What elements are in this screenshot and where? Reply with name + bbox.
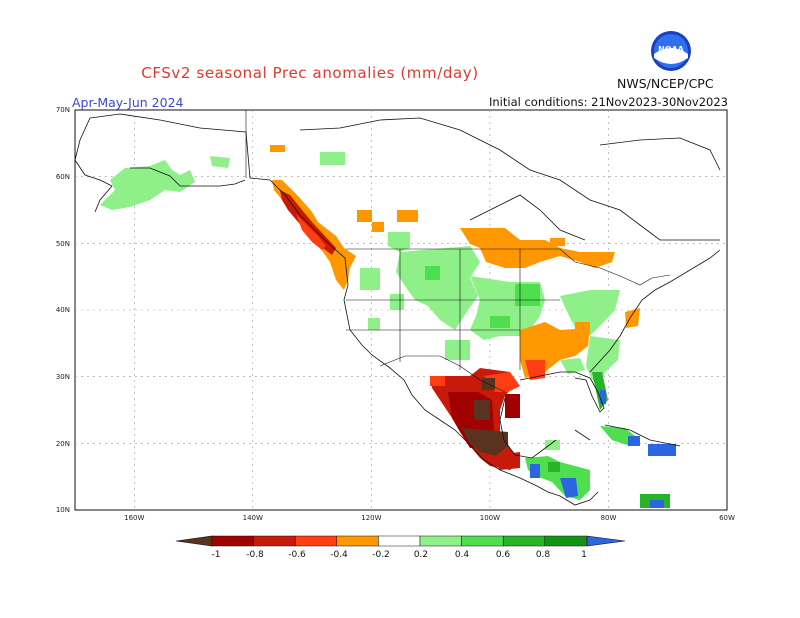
lat-label: 70N: [56, 106, 70, 114]
lon-label: 60W: [719, 514, 735, 522]
colorbar-label: 0.6: [496, 550, 511, 560]
anomaly-field: [100, 145, 676, 508]
lon-label: 140W: [243, 514, 263, 522]
colorbar-label: -0.6: [288, 550, 306, 560]
noaa-logo-icon: NOAA: [651, 31, 691, 71]
colorbar-swatch: [461, 535, 504, 547]
colorbar-label: 0.4: [455, 550, 470, 560]
colorbar-swatch: [253, 535, 296, 547]
chart-title: CFSv2 seasonal Prec anomalies (mm/day): [141, 64, 479, 82]
political-borders: [245, 110, 671, 393]
forecast-period: Apr-May-Jun 2024: [72, 95, 184, 110]
colorbar-under-arrow: [175, 535, 213, 547]
lat-label: 40N: [56, 306, 70, 314]
colorbar-swatch: [336, 535, 379, 547]
lon-label: 120W: [361, 514, 381, 522]
colorbar-swatch: [419, 535, 462, 547]
colorbar-swatch: [544, 535, 587, 547]
lat-label: 60N: [56, 173, 70, 181]
colorbar-label: 0.2: [414, 550, 428, 560]
latitude-labels: 70N 60N 50N 40N 30N 20N 10N: [56, 106, 70, 514]
colorbar-swatch: [211, 535, 254, 547]
colorbar-label: 1: [581, 550, 587, 560]
coastlines: [74, 113, 721, 506]
lat-label: 30N: [56, 373, 70, 381]
lon-label: 100W: [480, 514, 500, 522]
colorbar-label: -0.8: [246, 550, 264, 560]
colorbar-label: -1: [212, 550, 221, 560]
agency-label: NWS/NCEP/CPC: [617, 76, 714, 91]
colorbar-label: -0.2: [372, 550, 390, 560]
colorbar: -1 -0.8 -0.6 -0.4 -0.2 0.2 0.4 0.6 0.8 1: [175, 535, 626, 560]
lat-label: 50N: [56, 240, 70, 248]
lon-label: 160W: [124, 514, 144, 522]
colorbar-label: -0.4: [330, 550, 348, 560]
svg-text:NOAA: NOAA: [658, 45, 684, 54]
lat-label: 10N: [56, 506, 70, 514]
colorbar-swatch: [294, 535, 338, 547]
colorbar-over-arrow: [586, 535, 626, 547]
colorbar-swatch: [502, 535, 546, 547]
colorbar-label: 0.8: [536, 550, 551, 560]
initial-conditions: Initial conditions: 21Nov2023-30Nov2023: [488, 95, 728, 109]
colorbar-swatch: [378, 535, 421, 547]
lat-label: 20N: [56, 440, 70, 448]
longitude-labels: 160W 140W 120W 100W 80W 60W: [124, 514, 735, 522]
lon-label: 80W: [601, 514, 617, 522]
